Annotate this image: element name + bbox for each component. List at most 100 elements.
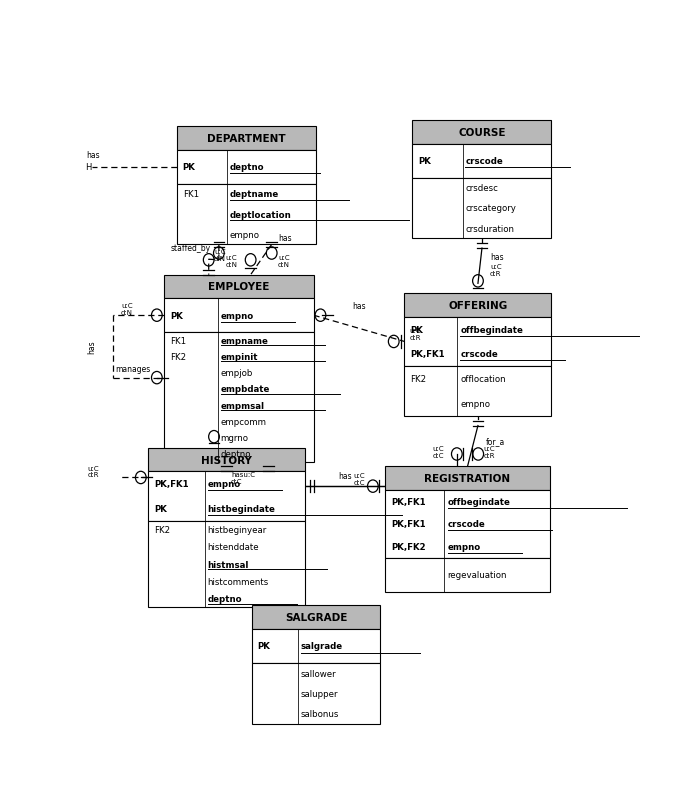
Text: histcomments: histcomments xyxy=(208,577,269,586)
Text: crscategory: crscategory xyxy=(465,205,516,213)
Text: manages: manages xyxy=(116,364,151,374)
Text: offbegindate: offbegindate xyxy=(448,497,511,506)
Text: FK1: FK1 xyxy=(183,190,199,199)
Text: empjob: empjob xyxy=(221,369,253,378)
Text: d:N: d:N xyxy=(278,261,290,267)
Text: u:C: u:C xyxy=(490,263,502,269)
Text: crsdesc: crsdesc xyxy=(465,184,498,193)
Text: d:C: d:C xyxy=(353,480,365,485)
Text: has: has xyxy=(86,151,100,160)
Bar xyxy=(148,521,306,608)
Text: DEPARTMENT: DEPARTMENT xyxy=(208,134,286,144)
Text: d:C: d:C xyxy=(231,479,242,484)
Text: d:N: d:N xyxy=(225,261,237,267)
Text: d:N: d:N xyxy=(121,310,133,316)
Text: deptno: deptno xyxy=(221,450,251,459)
Text: d:R: d:R xyxy=(88,472,99,478)
Text: PK: PK xyxy=(257,642,270,650)
Text: deptlocation: deptlocation xyxy=(230,210,292,219)
Text: FK2: FK2 xyxy=(170,353,186,362)
Text: empinit: empinit xyxy=(221,353,258,362)
Text: COURSE: COURSE xyxy=(458,128,506,138)
Text: EMPLOYEE: EMPLOYEE xyxy=(208,282,269,292)
Text: PK: PK xyxy=(183,163,195,172)
Bar xyxy=(177,184,316,245)
Text: OFFERING: OFFERING xyxy=(448,301,508,310)
Text: u:C: u:C xyxy=(121,303,132,309)
Text: salgrade: salgrade xyxy=(301,642,343,650)
Text: PK,FK1: PK,FK1 xyxy=(391,520,426,529)
Text: for_a: for_a xyxy=(486,437,505,446)
Text: sallower: sallower xyxy=(301,669,337,678)
Bar xyxy=(384,467,551,490)
Bar xyxy=(384,490,551,558)
Text: crscode: crscode xyxy=(465,157,503,166)
Text: u:C: u:C xyxy=(353,472,365,479)
Text: empno: empno xyxy=(230,230,260,240)
Bar xyxy=(164,333,313,463)
Text: u:C: u:C xyxy=(433,445,444,452)
Text: PK,FK2: PK,FK2 xyxy=(391,542,426,551)
Text: u:C: u:C xyxy=(278,254,290,261)
Bar xyxy=(164,299,313,333)
Text: PK,FK1: PK,FK1 xyxy=(411,350,445,358)
Text: empno: empno xyxy=(460,399,491,408)
Text: PK,FK1: PK,FK1 xyxy=(391,497,426,506)
Text: PK: PK xyxy=(154,504,167,513)
Text: histbegindate: histbegindate xyxy=(208,504,275,513)
Bar xyxy=(413,178,551,239)
Bar xyxy=(413,121,551,144)
Text: HISTORY: HISTORY xyxy=(201,455,252,465)
Text: FK2: FK2 xyxy=(411,375,426,383)
Text: u:C: u:C xyxy=(225,254,237,261)
Text: d:C: d:C xyxy=(433,452,444,459)
Text: empno: empno xyxy=(221,311,254,320)
Text: offlocation: offlocation xyxy=(460,375,506,383)
Text: empno: empno xyxy=(448,542,481,551)
Bar xyxy=(164,275,313,299)
Text: SALGRADE: SALGRADE xyxy=(285,613,347,622)
Text: u:C: u:C xyxy=(484,445,495,452)
Text: has: has xyxy=(352,302,366,310)
Text: u:C: u:C xyxy=(88,465,99,471)
Text: empname: empname xyxy=(221,336,268,346)
Text: crscode: crscode xyxy=(448,520,485,529)
Text: has: has xyxy=(490,253,504,261)
Text: empmsal: empmsal xyxy=(221,401,265,410)
Bar xyxy=(404,367,551,416)
Text: has: has xyxy=(88,340,97,354)
Text: regevaluation: regevaluation xyxy=(448,571,507,580)
Text: REGISTRATION: REGISTRATION xyxy=(424,473,511,484)
Text: deptno: deptno xyxy=(230,163,265,172)
Bar xyxy=(384,558,551,592)
Bar xyxy=(148,472,306,521)
Bar xyxy=(252,630,380,663)
Bar xyxy=(404,318,551,367)
Text: staffed_by: staffed_by xyxy=(170,243,211,253)
Bar xyxy=(177,151,316,184)
Text: hasu:C: hasu:C xyxy=(231,472,255,478)
Text: deptno: deptno xyxy=(208,594,242,603)
Text: d:R: d:R xyxy=(484,452,495,459)
Text: u:C: u:C xyxy=(214,249,226,255)
Text: d:R: d:R xyxy=(490,271,502,277)
Bar xyxy=(413,144,551,178)
Text: PK: PK xyxy=(418,157,431,166)
Text: has: has xyxy=(278,234,292,243)
Text: FK2: FK2 xyxy=(154,525,170,534)
Text: crscode: crscode xyxy=(460,350,498,358)
Bar xyxy=(148,448,306,472)
Text: offbegindate: offbegindate xyxy=(460,325,523,334)
Text: FK1: FK1 xyxy=(170,336,186,346)
Text: histbeginyear: histbeginyear xyxy=(208,525,267,534)
Text: u:C: u:C xyxy=(410,328,422,334)
Text: histenddate: histenddate xyxy=(208,542,259,552)
Text: PK: PK xyxy=(411,325,423,334)
Text: histmsal: histmsal xyxy=(208,560,249,569)
Bar xyxy=(177,128,316,151)
Text: d:N: d:N xyxy=(214,256,226,261)
Bar xyxy=(252,663,380,723)
Text: PK: PK xyxy=(170,311,183,320)
Text: has: has xyxy=(338,471,352,480)
Bar xyxy=(404,294,551,318)
